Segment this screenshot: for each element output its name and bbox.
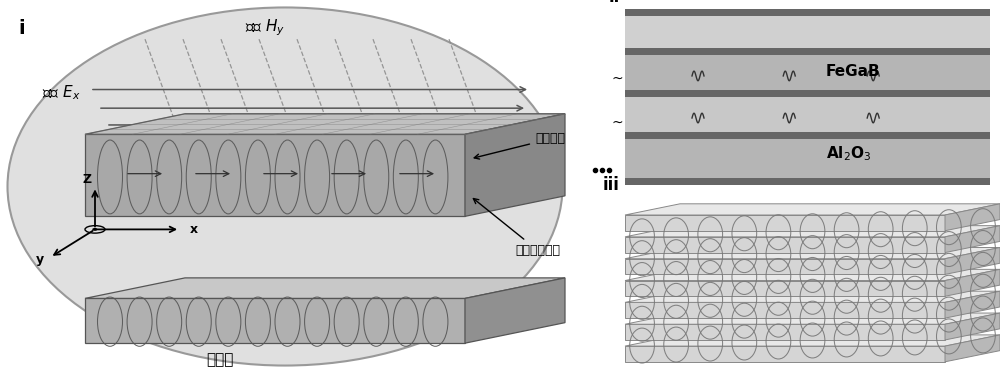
Polygon shape bbox=[625, 313, 1000, 324]
FancyBboxPatch shape bbox=[625, 178, 990, 185]
Polygon shape bbox=[945, 248, 1000, 275]
Circle shape bbox=[93, 229, 97, 230]
Polygon shape bbox=[625, 248, 1000, 259]
Text: 磁场 $\it{H_y}$: 磁场 $\it{H_y}$ bbox=[245, 18, 285, 38]
Polygon shape bbox=[85, 114, 565, 134]
FancyBboxPatch shape bbox=[625, 9, 990, 16]
Text: 空气腔: 空气腔 bbox=[206, 352, 234, 367]
Polygon shape bbox=[85, 278, 565, 298]
Polygon shape bbox=[945, 313, 1000, 340]
Polygon shape bbox=[625, 346, 945, 362]
Polygon shape bbox=[625, 204, 1000, 215]
Text: 涡流环线: 涡流环线 bbox=[474, 132, 565, 159]
FancyBboxPatch shape bbox=[625, 90, 990, 97]
Polygon shape bbox=[945, 291, 1000, 318]
FancyBboxPatch shape bbox=[625, 139, 990, 178]
Text: x: x bbox=[190, 223, 198, 236]
FancyBboxPatch shape bbox=[625, 97, 990, 132]
Polygon shape bbox=[945, 226, 1000, 253]
Polygon shape bbox=[945, 269, 1000, 296]
Polygon shape bbox=[465, 114, 565, 216]
Polygon shape bbox=[625, 259, 945, 275]
Text: 电场 $\it{E_x}$: 电场 $\it{E_x}$ bbox=[42, 83, 80, 102]
Polygon shape bbox=[625, 303, 945, 318]
Polygon shape bbox=[625, 226, 1000, 237]
Polygon shape bbox=[625, 291, 1000, 303]
Text: iii: iii bbox=[603, 176, 620, 194]
Polygon shape bbox=[945, 204, 1000, 231]
Text: FeGaB: FeGaB bbox=[826, 64, 880, 79]
Polygon shape bbox=[625, 269, 1000, 280]
Text: Al$_2$O$_3$: Al$_2$O$_3$ bbox=[826, 144, 871, 163]
Polygon shape bbox=[625, 215, 945, 231]
Polygon shape bbox=[945, 335, 1000, 362]
Polygon shape bbox=[625, 335, 1000, 346]
Polygon shape bbox=[85, 298, 465, 343]
FancyBboxPatch shape bbox=[625, 16, 990, 48]
Text: ii: ii bbox=[609, 0, 620, 6]
Text: ~: ~ bbox=[611, 116, 623, 130]
Text: ~: ~ bbox=[611, 72, 623, 86]
Polygon shape bbox=[625, 237, 945, 253]
FancyBboxPatch shape bbox=[625, 48, 990, 55]
FancyBboxPatch shape bbox=[625, 9, 990, 185]
Polygon shape bbox=[625, 324, 945, 340]
Text: i: i bbox=[18, 19, 25, 38]
Polygon shape bbox=[465, 278, 565, 343]
Polygon shape bbox=[625, 280, 945, 296]
Text: Z: Z bbox=[82, 173, 92, 186]
Text: 磁致伸缩薄膜: 磁致伸缩薄膜 bbox=[473, 198, 560, 257]
Text: y: y bbox=[36, 253, 44, 266]
Polygon shape bbox=[85, 134, 465, 216]
FancyBboxPatch shape bbox=[625, 132, 990, 139]
FancyBboxPatch shape bbox=[625, 55, 990, 90]
Ellipse shape bbox=[8, 7, 562, 366]
